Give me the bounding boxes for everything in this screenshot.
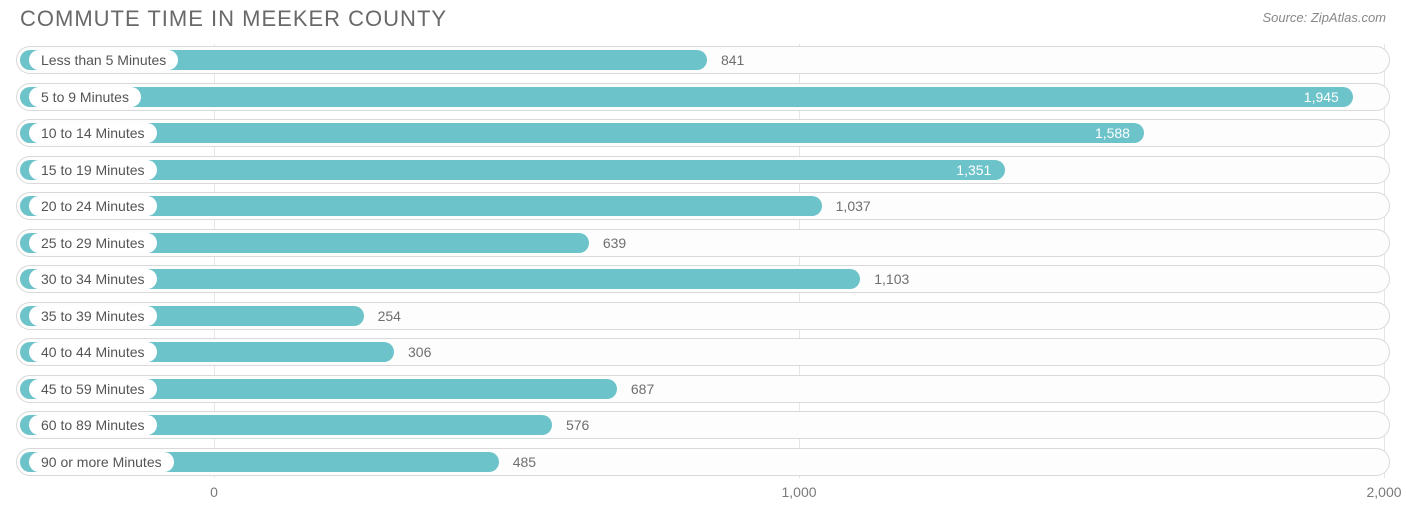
category-pill: 90 or more Minutes (29, 452, 174, 472)
axis-tick-label: 0 (210, 484, 218, 500)
bar-row: 25 to 29 Minutes 639 (16, 229, 1390, 257)
bar (20, 160, 1005, 180)
bar (20, 123, 1144, 143)
category-pill: 15 to 19 Minutes (29, 160, 157, 180)
category-pill: Less than 5 Minutes (29, 50, 178, 70)
category-pill: 5 to 9 Minutes (29, 87, 141, 107)
value-label: 1,037 (826, 193, 881, 219)
chart-source: Source: ZipAtlas.com (1262, 6, 1386, 25)
value-label: 1,945 (1294, 84, 1349, 110)
bar-row: Less than 5 Minutes 841 (16, 46, 1390, 74)
value-label: 306 (398, 339, 441, 365)
category-pill: 25 to 29 Minutes (29, 233, 157, 253)
bar-row: 20 to 24 Minutes 1,037 (16, 192, 1390, 220)
value-label: 841 (711, 47, 754, 73)
chart-header: COMMUTE TIME IN MEEKER COUNTY Source: Zi… (0, 0, 1406, 32)
axis-tick-label: 1,000 (781, 484, 816, 500)
chart-title: COMMUTE TIME IN MEEKER COUNTY (20, 6, 447, 32)
bar-row: 60 to 89 Minutes 576 (16, 411, 1390, 439)
category-pill: 45 to 59 Minutes (29, 379, 157, 399)
bar-row: 15 to 19 Minutes 1,351 (16, 156, 1390, 184)
value-label: 576 (556, 412, 599, 438)
bar-row: 45 to 59 Minutes 687 (16, 375, 1390, 403)
bar-row: 5 to 9 Minutes 1,945 (16, 83, 1390, 111)
value-label: 485 (503, 449, 546, 475)
x-axis: 01,0002,000 (16, 480, 1390, 506)
bar-row: 90 or more Minutes 485 (16, 448, 1390, 476)
category-pill: 40 to 44 Minutes (29, 342, 157, 362)
axis-tick-label: 2,000 (1366, 484, 1401, 500)
value-label: 1,588 (1085, 120, 1140, 146)
value-label: 1,351 (946, 157, 1001, 183)
category-pill: 60 to 89 Minutes (29, 415, 157, 435)
value-label: 1,103 (864, 266, 919, 292)
bar-row: 35 to 39 Minutes 254 (16, 302, 1390, 330)
value-label: 687 (621, 376, 664, 402)
chart-area: Less than 5 Minutes 841 5 to 9 Minutes 1,94… (16, 46, 1390, 476)
category-pill: 10 to 14 Minutes (29, 123, 157, 143)
bar-row: 30 to 34 Minutes 1,103 (16, 265, 1390, 293)
category-pill: 30 to 34 Minutes (29, 269, 157, 289)
bar (20, 87, 1353, 107)
category-pill: 35 to 39 Minutes (29, 306, 157, 326)
category-pill: 20 to 24 Minutes (29, 196, 157, 216)
bar-row: 10 to 14 Minutes 1,588 (16, 119, 1390, 147)
value-label: 254 (368, 303, 411, 329)
bar-rows: Less than 5 Minutes 841 5 to 9 Minutes 1,94… (16, 46, 1390, 476)
bar-row: 40 to 44 Minutes 306 (16, 338, 1390, 366)
value-label: 639 (593, 230, 636, 256)
